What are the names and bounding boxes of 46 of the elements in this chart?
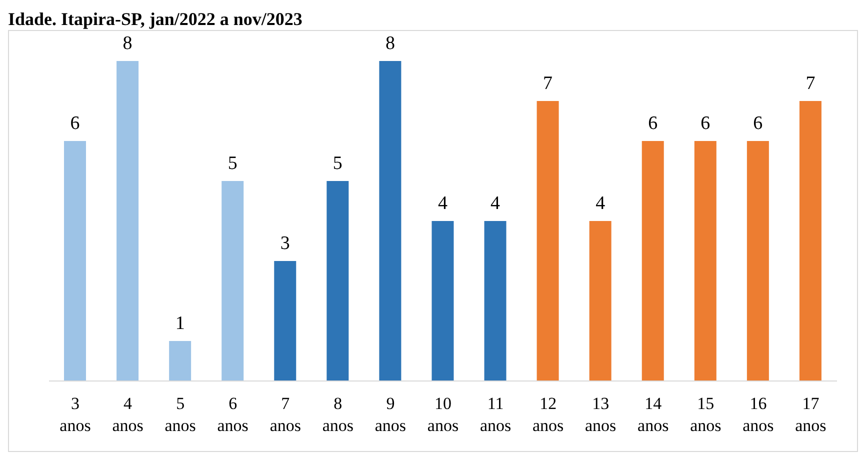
x-tick-label: 10 anos bbox=[427, 394, 459, 435]
data-label: 6 bbox=[753, 113, 763, 134]
data-label: 4 bbox=[596, 193, 606, 214]
x-tick-label: 5 anos bbox=[164, 394, 196, 435]
x-tick-label: 14 anos bbox=[638, 394, 669, 435]
x-tick-label: 12 anos bbox=[532, 394, 564, 435]
data-label: 6 bbox=[648, 113, 658, 134]
data-label: 3 bbox=[280, 233, 290, 254]
bar bbox=[746, 141, 769, 381]
bar bbox=[64, 141, 86, 381]
x-tick-label: 8 anos bbox=[322, 394, 354, 435]
data-label: 5 bbox=[228, 153, 238, 174]
data-label: 7 bbox=[543, 73, 553, 94]
x-tick-label: 9 anos bbox=[374, 394, 406, 435]
bar bbox=[799, 101, 822, 381]
data-label: 1 bbox=[175, 313, 185, 334]
bar bbox=[326, 181, 349, 381]
bar bbox=[379, 61, 402, 381]
data-label: 6 bbox=[70, 113, 80, 134]
x-tick-label: 15 anos bbox=[690, 394, 722, 435]
bar bbox=[169, 341, 192, 381]
x-tick-label: 11 anos bbox=[480, 394, 512, 435]
x-tick-label: 17 anos bbox=[795, 394, 826, 435]
bar bbox=[116, 61, 139, 381]
bar bbox=[484, 221, 506, 381]
bar bbox=[642, 141, 664, 381]
bar bbox=[589, 221, 612, 381]
x-tick-label: 4 anos bbox=[112, 394, 144, 435]
x-tick-label: 3 anos bbox=[60, 394, 91, 435]
data-label: 4 bbox=[490, 193, 501, 214]
data-label: 4 bbox=[438, 193, 448, 214]
chart-title: Idade. Itapira-SP, jan/2022 a nov/2023 bbox=[8, 8, 304, 30]
data-label: 5 bbox=[332, 153, 342, 174]
data-label: 8 bbox=[385, 33, 395, 54]
data-label: 8 bbox=[122, 33, 132, 54]
x-tick-label: 6 anos bbox=[217, 394, 248, 435]
data-label: 6 bbox=[700, 113, 710, 134]
x-tick-label: 7 anos bbox=[270, 394, 301, 435]
bar bbox=[432, 221, 454, 381]
x-tick-label: 13 anos bbox=[585, 394, 616, 435]
x-tick-label: 16 anos bbox=[742, 394, 774, 435]
bar bbox=[222, 181, 244, 381]
bar bbox=[694, 141, 716, 381]
bar bbox=[274, 261, 296, 381]
data-label: 7 bbox=[806, 73, 816, 94]
bar bbox=[536, 101, 559, 381]
